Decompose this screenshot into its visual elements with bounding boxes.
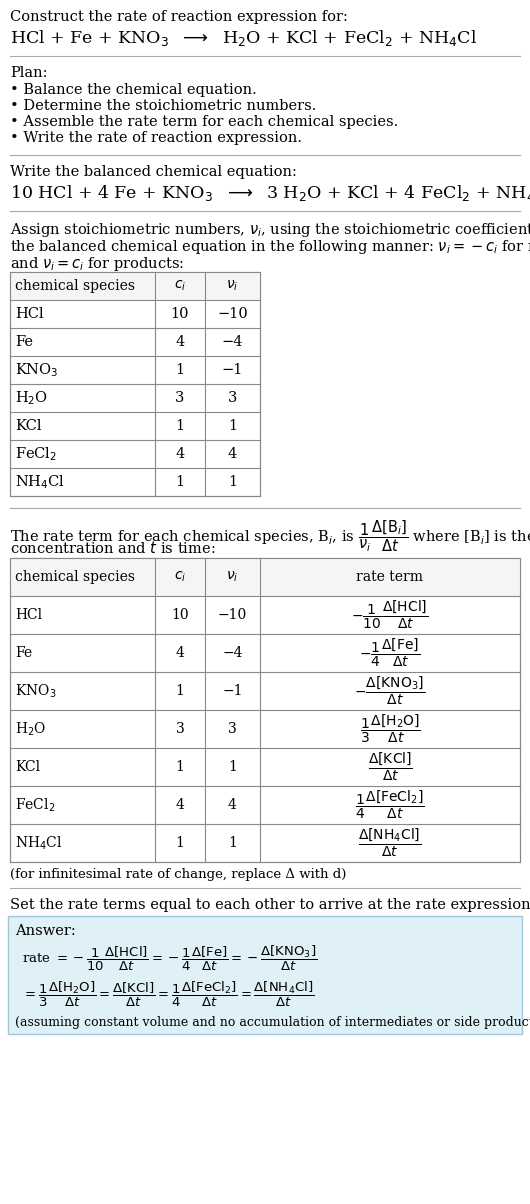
Text: 4: 4 bbox=[228, 447, 237, 461]
Text: $\dfrac{1}{4}\dfrac{\Delta[\mathrm{FeCl_2}]}{\Delta t}$: $\dfrac{1}{4}\dfrac{\Delta[\mathrm{FeCl_… bbox=[355, 789, 425, 821]
Text: −10: −10 bbox=[218, 608, 247, 622]
Text: 4: 4 bbox=[175, 798, 184, 811]
Text: 10: 10 bbox=[171, 608, 189, 622]
Text: Write the balanced chemical equation:: Write the balanced chemical equation: bbox=[10, 165, 297, 179]
Text: −4: −4 bbox=[222, 647, 243, 660]
Text: The rate term for each chemical species, B$_i$, is $\dfrac{1}{\nu_i}\dfrac{\Delt: The rate term for each chemical species,… bbox=[10, 518, 530, 554]
Text: Fe: Fe bbox=[15, 647, 32, 660]
Text: $\dfrac{\Delta[\mathrm{KCl}]}{\Delta t}$: $\dfrac{\Delta[\mathrm{KCl}]}{\Delta t}$ bbox=[367, 751, 412, 783]
Text: 1: 1 bbox=[228, 836, 237, 850]
Text: −4: −4 bbox=[222, 335, 243, 349]
Text: KCl: KCl bbox=[15, 760, 40, 774]
Text: $c_i$: $c_i$ bbox=[174, 279, 186, 294]
Text: Plan:: Plan: bbox=[10, 66, 48, 79]
Text: $\dfrac{1}{3}\dfrac{\Delta[\mathrm{H_2O}]}{\Delta t}$: $\dfrac{1}{3}\dfrac{\Delta[\mathrm{H_2O}… bbox=[359, 713, 420, 745]
Text: $-\dfrac{1}{10}\dfrac{\Delta[\mathrm{HCl}]}{\Delta t}$: $-\dfrac{1}{10}\dfrac{\Delta[\mathrm{HCl… bbox=[351, 598, 429, 631]
Text: −1: −1 bbox=[222, 684, 243, 698]
Text: FeCl$_2$: FeCl$_2$ bbox=[15, 796, 55, 814]
Text: 1: 1 bbox=[175, 760, 184, 774]
Text: $= \dfrac{1}{3}\dfrac{\Delta[\mathrm{H_2O}]}{\Delta t} = \dfrac{\Delta[\mathrm{K: $= \dfrac{1}{3}\dfrac{\Delta[\mathrm{H_2… bbox=[22, 980, 314, 1009]
Text: H$_2$O: H$_2$O bbox=[15, 720, 46, 738]
Text: • Assemble the rate term for each chemical species.: • Assemble the rate term for each chemic… bbox=[10, 116, 398, 129]
Text: $\nu_i$: $\nu_i$ bbox=[226, 569, 238, 584]
Text: 10 HCl + 4 Fe + KNO$_3$  $\longrightarrow$  3 H$_2$O + KCl + 4 FeCl$_2$ + NH$_4$: 10 HCl + 4 Fe + KNO$_3$ $\longrightarrow… bbox=[10, 183, 530, 203]
Text: chemical species: chemical species bbox=[15, 279, 135, 293]
Text: chemical species: chemical species bbox=[15, 569, 135, 584]
Text: (for infinitesimal rate of change, replace Δ with d): (for infinitesimal rate of change, repla… bbox=[10, 868, 347, 881]
Text: 4: 4 bbox=[175, 647, 184, 660]
Text: • Write the rate of reaction expression.: • Write the rate of reaction expression. bbox=[10, 131, 302, 144]
Text: Fe: Fe bbox=[15, 335, 33, 349]
Text: 1: 1 bbox=[228, 419, 237, 433]
Text: KNO$_3$: KNO$_3$ bbox=[15, 361, 58, 379]
Bar bbox=[10, 272, 260, 300]
Text: 1: 1 bbox=[175, 362, 184, 377]
Text: KNO$_3$: KNO$_3$ bbox=[15, 683, 56, 700]
Text: NH$_4$Cl: NH$_4$Cl bbox=[15, 834, 63, 851]
Text: Assign stoichiometric numbers, $\nu_i$, using the stoichiometric coefficients, $: Assign stoichiometric numbers, $\nu_i$, … bbox=[10, 222, 530, 240]
Text: Construct the rate of reaction expression for:: Construct the rate of reaction expressio… bbox=[10, 10, 348, 24]
Text: KCl: KCl bbox=[15, 419, 41, 433]
Text: • Determine the stoichiometric numbers.: • Determine the stoichiometric numbers. bbox=[10, 99, 316, 113]
Text: 3: 3 bbox=[228, 722, 237, 736]
Text: 4: 4 bbox=[228, 798, 237, 811]
Text: $\nu_i$: $\nu_i$ bbox=[226, 279, 238, 294]
Text: the balanced chemical equation in the following manner: $\nu_i = -c_i$ for react: the balanced chemical equation in the fo… bbox=[10, 238, 530, 256]
Text: $c_i$: $c_i$ bbox=[174, 569, 186, 584]
Text: (assuming constant volume and no accumulation of intermediates or side products): (assuming constant volume and no accumul… bbox=[15, 1016, 530, 1029]
Text: −10: −10 bbox=[217, 307, 248, 321]
Bar bbox=[8, 916, 522, 1034]
Text: 1: 1 bbox=[175, 684, 184, 698]
Text: rate term: rate term bbox=[357, 569, 423, 584]
Text: $-\dfrac{\Delta[\mathrm{KNO_3}]}{\Delta t}$: $-\dfrac{\Delta[\mathrm{KNO_3}]}{\Delta … bbox=[355, 674, 426, 707]
Text: 1: 1 bbox=[228, 476, 237, 489]
Bar bbox=[10, 272, 260, 496]
Text: $\dfrac{\Delta[\mathrm{NH_4Cl}]}{\Delta t}$: $\dfrac{\Delta[\mathrm{NH_4Cl}]}{\Delta … bbox=[358, 827, 422, 860]
Text: HCl + Fe + KNO$_3$  $\longrightarrow$  H$_2$O + KCl + FeCl$_2$ + NH$_4$Cl: HCl + Fe + KNO$_3$ $\longrightarrow$ H$_… bbox=[10, 28, 478, 48]
Text: concentration and $t$ is time:: concentration and $t$ is time: bbox=[10, 541, 216, 556]
Text: 1: 1 bbox=[175, 476, 184, 489]
Text: −1: −1 bbox=[222, 362, 243, 377]
Text: HCl: HCl bbox=[15, 307, 43, 321]
Text: 4: 4 bbox=[175, 447, 184, 461]
Text: 1: 1 bbox=[175, 419, 184, 433]
Text: 3: 3 bbox=[228, 391, 237, 405]
Text: 4: 4 bbox=[175, 335, 184, 349]
Text: Set the rate terms equal to each other to arrive at the rate expression:: Set the rate terms equal to each other t… bbox=[10, 898, 530, 911]
Text: and $\nu_i = c_i$ for products:: and $\nu_i = c_i$ for products: bbox=[10, 255, 184, 273]
Text: 3: 3 bbox=[175, 722, 184, 736]
Text: FeCl$_2$: FeCl$_2$ bbox=[15, 445, 57, 462]
Text: 10: 10 bbox=[171, 307, 189, 321]
Text: HCl: HCl bbox=[15, 608, 42, 622]
Text: 3: 3 bbox=[175, 391, 184, 405]
Text: rate $= -\dfrac{1}{10}\dfrac{\Delta[\mathrm{HCl}]}{\Delta t} = -\dfrac{1}{4}\dfr: rate $= -\dfrac{1}{10}\dfrac{\Delta[\mat… bbox=[22, 944, 317, 973]
Text: 1: 1 bbox=[228, 760, 237, 774]
Text: Answer:: Answer: bbox=[15, 923, 76, 938]
Text: 1: 1 bbox=[175, 836, 184, 850]
Text: NH$_4$Cl: NH$_4$Cl bbox=[15, 473, 65, 491]
Text: • Balance the chemical equation.: • Balance the chemical equation. bbox=[10, 83, 257, 98]
Bar bbox=[10, 557, 520, 862]
Bar bbox=[10, 557, 520, 596]
Text: H$_2$O: H$_2$O bbox=[15, 389, 48, 407]
Text: $-\dfrac{1}{4}\dfrac{\Delta[\mathrm{Fe}]}{\Delta t}$: $-\dfrac{1}{4}\dfrac{\Delta[\mathrm{Fe}]… bbox=[359, 637, 420, 669]
